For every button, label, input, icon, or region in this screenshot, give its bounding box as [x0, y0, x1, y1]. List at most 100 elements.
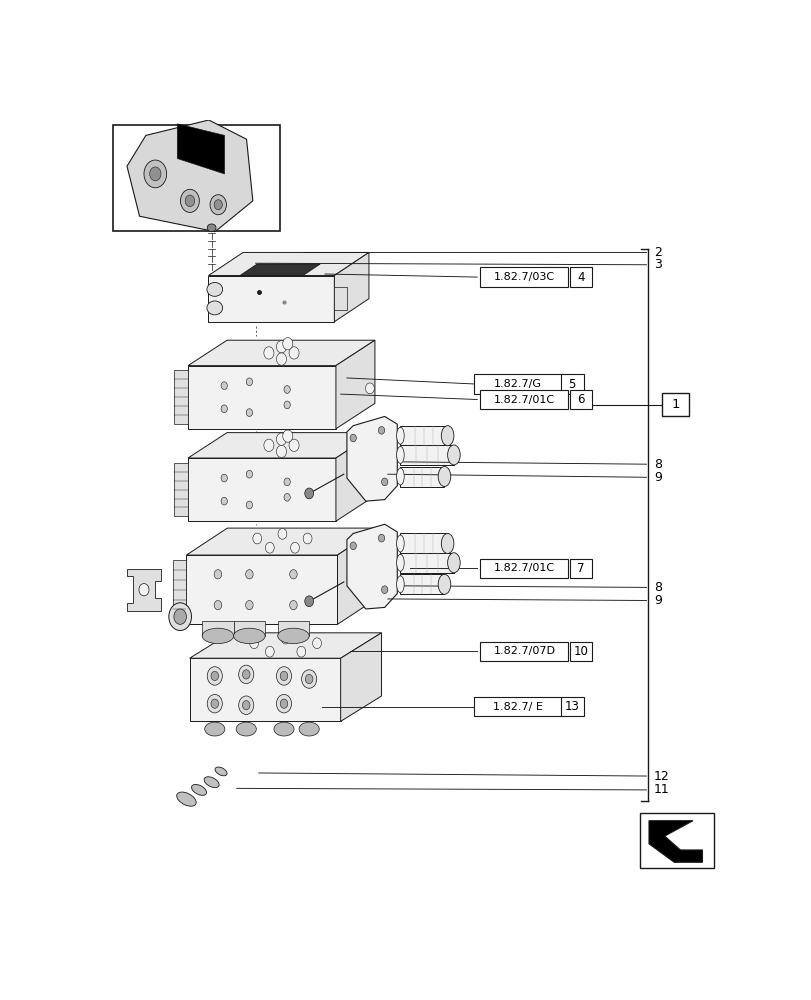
Circle shape	[221, 497, 227, 505]
Text: 1.82.7/01C: 1.82.7/01C	[493, 563, 554, 573]
Bar	[480, 642, 568, 661]
Polygon shape	[341, 633, 381, 721]
Circle shape	[242, 701, 250, 710]
Circle shape	[185, 195, 195, 207]
Circle shape	[139, 584, 149, 596]
Circle shape	[207, 667, 222, 685]
Polygon shape	[334, 287, 346, 310]
Text: 7: 7	[577, 562, 584, 575]
Circle shape	[149, 167, 161, 181]
Circle shape	[246, 409, 252, 416]
Polygon shape	[187, 528, 378, 555]
Circle shape	[378, 426, 384, 434]
Bar	[474, 697, 561, 716]
Polygon shape	[127, 569, 161, 611]
Polygon shape	[400, 533, 447, 554]
Bar	[662, 393, 688, 416]
Text: 2: 2	[653, 246, 661, 259]
Circle shape	[265, 646, 274, 657]
Text: 11: 11	[653, 783, 669, 796]
Polygon shape	[174, 463, 188, 516]
Circle shape	[290, 600, 297, 610]
Polygon shape	[400, 426, 447, 446]
Circle shape	[264, 347, 273, 359]
Bar	[480, 390, 568, 409]
Circle shape	[289, 439, 298, 451]
Text: 1.82.7/01C: 1.82.7/01C	[493, 395, 554, 405]
Bar	[560, 374, 583, 394]
Text: 1.82.7/ E: 1.82.7/ E	[492, 702, 543, 712]
Polygon shape	[208, 276, 334, 322]
Ellipse shape	[204, 722, 225, 736]
Ellipse shape	[441, 426, 453, 446]
Ellipse shape	[396, 576, 404, 593]
Polygon shape	[208, 252, 368, 276]
Text: 1.82.7/07D: 1.82.7/07D	[493, 646, 555, 656]
Text: 12: 12	[653, 770, 669, 783]
Polygon shape	[188, 433, 375, 458]
Circle shape	[350, 542, 356, 550]
Text: 10: 10	[573, 645, 588, 658]
Circle shape	[276, 433, 286, 445]
Bar	[480, 559, 568, 578]
Circle shape	[246, 378, 252, 386]
Circle shape	[214, 600, 221, 610]
Circle shape	[221, 405, 227, 413]
Circle shape	[211, 671, 218, 681]
Polygon shape	[190, 633, 381, 658]
Polygon shape	[400, 467, 444, 487]
Polygon shape	[277, 620, 309, 636]
Text: 4: 4	[577, 271, 584, 284]
Ellipse shape	[234, 628, 265, 644]
Ellipse shape	[202, 628, 234, 644]
Circle shape	[290, 570, 297, 579]
Polygon shape	[202, 620, 234, 636]
Polygon shape	[346, 416, 397, 501]
Circle shape	[238, 665, 254, 684]
Ellipse shape	[396, 554, 404, 571]
Circle shape	[210, 195, 226, 215]
Bar	[113, 125, 279, 231]
Circle shape	[238, 696, 254, 714]
Circle shape	[381, 586, 388, 594]
Circle shape	[276, 445, 286, 458]
Ellipse shape	[441, 533, 453, 554]
Polygon shape	[127, 120, 252, 232]
Circle shape	[290, 542, 299, 553]
Ellipse shape	[396, 468, 404, 485]
Circle shape	[304, 488, 313, 499]
Bar	[569, 267, 592, 287]
Ellipse shape	[396, 446, 404, 463]
Ellipse shape	[207, 224, 216, 232]
Text: 9: 9	[653, 471, 661, 484]
Polygon shape	[334, 252, 368, 322]
Circle shape	[211, 699, 218, 708]
Circle shape	[281, 633, 290, 644]
Polygon shape	[174, 370, 188, 424]
Circle shape	[264, 439, 273, 451]
Text: 1.82.7/G: 1.82.7/G	[493, 379, 542, 389]
Text: 13: 13	[564, 700, 579, 713]
Circle shape	[365, 383, 374, 394]
Circle shape	[277, 528, 286, 539]
Circle shape	[280, 699, 287, 708]
Circle shape	[180, 189, 200, 212]
Circle shape	[303, 533, 311, 544]
Polygon shape	[173, 560, 187, 619]
Ellipse shape	[177, 792, 196, 806]
Bar	[639, 813, 714, 868]
Circle shape	[282, 338, 293, 350]
Ellipse shape	[207, 282, 222, 296]
Circle shape	[214, 570, 221, 579]
Circle shape	[265, 542, 274, 553]
Circle shape	[276, 353, 286, 365]
Bar	[474, 374, 561, 394]
Polygon shape	[188, 366, 336, 429]
Circle shape	[276, 667, 291, 685]
Text: 5: 5	[568, 378, 575, 391]
Circle shape	[246, 501, 252, 509]
Circle shape	[214, 200, 222, 210]
Circle shape	[289, 347, 298, 359]
Polygon shape	[400, 574, 444, 594]
Ellipse shape	[298, 722, 319, 736]
